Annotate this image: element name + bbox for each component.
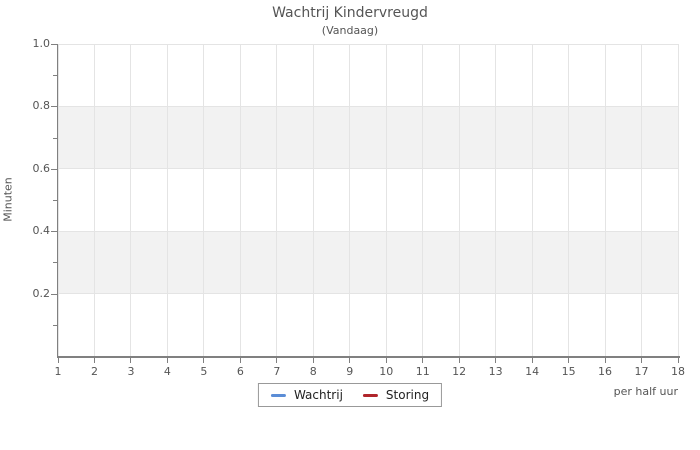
y-tick-label: 0.6 <box>32 161 51 175</box>
legend-item-storing: Storing <box>362 388 430 402</box>
y-tick-label: 0.4 <box>32 224 51 238</box>
x-gridline <box>604 44 606 356</box>
y-minor-tick-mark <box>53 75 57 77</box>
x-gridline <box>495 44 497 356</box>
x-tick-label: 6 <box>236 365 244 378</box>
x-tick-label: 7 <box>273 365 281 378</box>
legend: Wachtrij Storing <box>257 383 443 407</box>
x-gridline <box>166 44 168 356</box>
x-gridline <box>349 44 351 356</box>
x-tick-label: 8 <box>309 365 317 378</box>
legend-item-wachtrij: Wachtrij <box>270 388 343 402</box>
chart-subtitle: (Vandaag) <box>321 24 379 37</box>
plot-band <box>58 231 678 294</box>
x-tick-mark <box>276 358 278 363</box>
x-tick-label: 2 <box>90 365 98 378</box>
x-tick-mark <box>130 358 132 363</box>
y-tick-label: 0.2 <box>32 286 51 300</box>
x-gridline <box>203 44 205 356</box>
x-gridline <box>422 44 424 356</box>
x-gridline <box>239 44 241 356</box>
x-tick-mark <box>57 358 59 363</box>
y-minor-tick-mark <box>53 137 57 139</box>
x-tick-mark <box>239 358 241 363</box>
x-tick-mark <box>531 358 533 363</box>
x-tick-mark <box>604 358 606 363</box>
x-tick-label: 9 <box>346 365 354 378</box>
x-gridline <box>677 44 679 356</box>
x-gridline <box>276 44 278 356</box>
x-tick-mark <box>641 358 643 363</box>
x-tick-label: 16 <box>598 365 613 378</box>
y-tick-mark <box>51 231 57 233</box>
y-tick-label: 0.8 <box>32 99 51 113</box>
x-gridline <box>57 44 59 356</box>
y-tick-mark <box>51 44 57 45</box>
y-gridline <box>58 168 678 170</box>
x-tick-label: 17 <box>634 365 649 378</box>
x-gridline <box>568 44 570 356</box>
y-minor-tick-mark <box>53 262 57 264</box>
y-gridline <box>58 230 678 232</box>
y-tick-mark <box>51 293 57 295</box>
x-tick-mark <box>458 358 460 363</box>
y-minor-tick-mark <box>53 200 57 201</box>
y-tick-mark <box>51 106 57 108</box>
x-gridline <box>93 44 95 356</box>
x-tick-mark <box>166 358 168 363</box>
x-axis-title: per half uur <box>613 385 678 398</box>
plot-band <box>58 106 678 169</box>
x-tick-label: 13 <box>488 365 503 378</box>
x-tick-label: 15 <box>561 365 576 378</box>
x-gridline <box>531 44 533 356</box>
x-tick-mark <box>93 358 95 363</box>
legend-marker-wachtrij <box>270 393 286 397</box>
x-tick-mark <box>349 358 351 363</box>
y-gridline <box>58 43 678 45</box>
y-axis-line <box>57 44 58 358</box>
legend-marker-storing <box>362 393 378 397</box>
y-minor-tick-mark <box>53 324 57 326</box>
x-tick-label: 10 <box>379 365 394 378</box>
x-gridline <box>130 44 132 356</box>
x-tick-mark <box>495 358 497 363</box>
x-tick-label: 12 <box>452 365 467 378</box>
x-tick-mark <box>568 358 570 363</box>
x-gridline <box>385 44 387 356</box>
x-tick-label: 5 <box>200 365 208 378</box>
chart-title: Wachtrij Kindervreugd <box>272 5 428 21</box>
y-gridline <box>58 105 678 107</box>
x-tick-label: 18 <box>671 365 685 378</box>
x-tick-mark <box>677 358 679 363</box>
x-tick-label: 4 <box>163 365 171 378</box>
x-tick-label: 3 <box>127 365 135 378</box>
x-axis-line <box>57 356 680 358</box>
x-gridline <box>312 44 314 356</box>
legend-label: Storing <box>385 388 430 402</box>
x-gridline <box>458 44 460 356</box>
x-tick-label: 11 <box>415 365 430 378</box>
x-tick-label: 1 <box>54 365 62 378</box>
x-tick-label: 14 <box>525 365 540 378</box>
y-tick-mark <box>51 168 57 170</box>
legend-label: Wachtrij <box>293 388 343 402</box>
x-tick-mark <box>422 358 424 363</box>
y-tick-label: 1.0 <box>32 37 51 50</box>
x-tick-mark <box>312 358 314 363</box>
x-tick-mark <box>385 358 387 363</box>
x-gridline <box>641 44 643 356</box>
y-gridline <box>58 293 678 295</box>
x-tick-mark <box>203 358 205 363</box>
